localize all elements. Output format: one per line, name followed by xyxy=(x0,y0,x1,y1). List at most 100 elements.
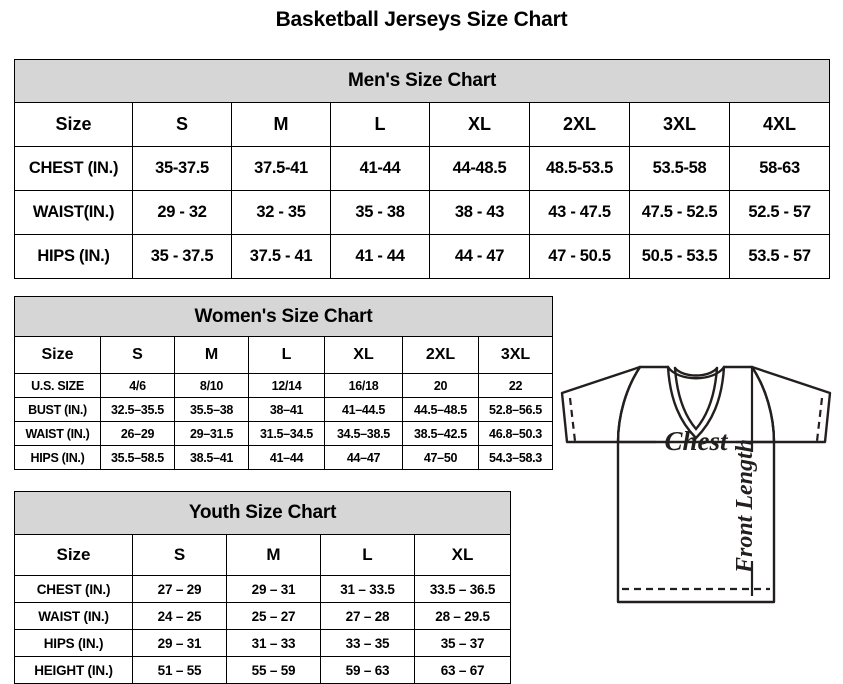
vneck-inner-line-1 xyxy=(673,366,719,431)
mens-cell: 37.5-41 xyxy=(231,146,331,191)
womens-row-label: WAIST (IN.) xyxy=(14,421,101,446)
womens-cell: 47–50 xyxy=(402,445,479,470)
youth-cell: 31 – 33.5 xyxy=(320,575,415,603)
womens-cell: 12/14 xyxy=(248,373,325,398)
womens-cell: 41–44.5 xyxy=(324,397,403,422)
mens-row-label: HIPS (IN.) xyxy=(14,234,133,279)
womens-cell: 41–44 xyxy=(248,445,325,470)
womens-cell: 16/18 xyxy=(324,373,403,398)
left-sleeve-shape xyxy=(560,365,642,444)
womens-row-label: U.S. SIZE xyxy=(14,373,101,398)
youth-band-title: Youth Size Chart xyxy=(13,491,512,535)
youth-cell: 29 – 31 xyxy=(226,575,321,603)
womens-band-row: Women's Size Chart xyxy=(13,296,554,337)
womens-row-label: BUST (IN.) xyxy=(14,397,101,422)
mens-cell: 41 - 44 xyxy=(330,234,430,279)
youth-header-cell: XL xyxy=(413,534,512,576)
table-row: WAIST(IN.) 29 - 32 32 - 35 35 - 38 38 - … xyxy=(14,190,831,235)
womens-cell: 54.3–58.3 xyxy=(477,445,554,470)
table-row: U.S. SIZE 4/6 8/10 12/14 16/18 20 22 xyxy=(14,373,554,398)
youth-cell: 24 – 25 xyxy=(132,602,227,630)
womens-cell: 32.5–35.5 xyxy=(100,397,175,422)
mens-cell: 53.5 - 57 xyxy=(728,234,831,279)
womens-header-cell: S xyxy=(100,336,175,374)
table-row: HIPS (IN.) 35.5–58.5 38.5–41 41–44 44–47… xyxy=(14,445,554,470)
mens-cell: 44 - 47 xyxy=(429,234,530,279)
mens-header-cell: 3XL xyxy=(629,102,730,147)
mens-cell: 38 - 43 xyxy=(429,190,530,235)
mens-header-cell: Size xyxy=(14,102,133,147)
youth-cell: 35 – 37 xyxy=(413,629,512,657)
mens-cell: 41-44 xyxy=(330,146,430,191)
left-sleeve-seam xyxy=(616,365,642,444)
youth-cell: 63 – 67 xyxy=(413,656,512,684)
mens-cell: 44-48.5 xyxy=(429,146,530,191)
mens-header-row: Size S M L XL 2XL 3XL 4XL xyxy=(14,102,831,147)
table-row: WAIST (IN.) 24 – 25 25 – 27 27 – 28 28 –… xyxy=(14,602,512,630)
womens-cell: 35.5–38 xyxy=(174,397,249,422)
mens-cell: 47 - 50.5 xyxy=(529,234,630,279)
youth-cell: 25 – 27 xyxy=(226,602,321,630)
youth-header-row: Size S M L XL xyxy=(14,534,512,576)
womens-header-cell: M xyxy=(174,336,249,374)
mens-cell: 35 - 37.5 xyxy=(132,234,232,279)
womens-header-cell: L xyxy=(248,336,325,374)
mens-cell: 53.5-58 xyxy=(629,146,730,191)
mens-header-cell: M xyxy=(231,102,331,147)
youth-header-cell: M xyxy=(226,534,321,576)
womens-cell: 31.5–34.5 xyxy=(248,421,325,446)
mens-header-cell: XL xyxy=(429,102,530,147)
vneck-outer-line xyxy=(666,365,726,440)
youth-cell: 55 – 59 xyxy=(226,656,321,684)
mens-cell: 48.5-53.5 xyxy=(529,146,630,191)
womens-header-cell: Size xyxy=(14,336,101,374)
mens-band-title: Men's Size Chart xyxy=(13,59,831,103)
youth-row-label: HIPS (IN.) xyxy=(14,629,133,657)
mens-cell: 35 - 38 xyxy=(330,190,430,235)
youth-cell: 51 – 55 xyxy=(132,656,227,684)
youth-cell: 31 – 33 xyxy=(226,629,321,657)
front-length-measure-label: Front Length xyxy=(732,439,758,574)
mens-cell: 35-37.5 xyxy=(132,146,232,191)
womens-size-chart-table: Women's Size Chart Size S M L XL 2XL 3XL… xyxy=(13,296,554,470)
youth-cell: 27 – 29 xyxy=(132,575,227,603)
womens-header-row: Size S M L XL 2XL 3XL xyxy=(14,336,554,374)
mens-cell: 50.5 - 53.5 xyxy=(629,234,730,279)
womens-cell: 44–47 xyxy=(324,445,403,470)
mens-cell: 43 - 47.5 xyxy=(529,190,630,235)
womens-cell: 35.5–58.5 xyxy=(100,445,175,470)
youth-row-label: HEIGHT (IN.) xyxy=(14,656,133,684)
youth-cell: 29 – 31 xyxy=(132,629,227,657)
mens-size-chart-table: Men's Size Chart Size S M L XL 2XL 3XL 4… xyxy=(13,59,831,279)
table-row: HIPS (IN.) 35 - 37.5 37.5 - 41 41 - 44 4… xyxy=(14,234,831,279)
youth-size-chart-table: Youth Size Chart Size S M L XL CHEST (IN… xyxy=(13,491,512,684)
womens-cell: 34.5–38.5 xyxy=(324,421,403,446)
mens-row-label: WAIST(IN.) xyxy=(14,190,133,235)
womens-header-cell: XL xyxy=(324,336,403,374)
womens-cell: 44.5–48.5 xyxy=(402,397,479,422)
youth-cell: 33 – 35 xyxy=(320,629,415,657)
womens-cell: 46.8–50.3 xyxy=(477,421,554,446)
mens-cell: 47.5 - 52.5 xyxy=(629,190,730,235)
mens-header-cell: S xyxy=(132,102,232,147)
womens-cell: 29–31.5 xyxy=(174,421,249,446)
womens-header-cell: 2XL xyxy=(402,336,479,374)
page-title: Basketball Jerseys Size Chart xyxy=(275,8,568,31)
mens-cell: 58-63 xyxy=(728,146,831,191)
youth-row-label: CHEST (IN.) xyxy=(14,575,133,603)
mens-cell: 29 - 32 xyxy=(132,190,232,235)
mens-cell: 37.5 - 41 xyxy=(231,234,331,279)
youth-cell: 59 – 63 xyxy=(320,656,415,684)
collar-arc-inner xyxy=(673,366,719,377)
womens-cell: 52.8–56.5 xyxy=(477,397,554,422)
right-sleeve-seam xyxy=(750,365,776,444)
womens-cell: 8/10 xyxy=(174,373,249,398)
womens-band-title: Women's Size Chart xyxy=(13,296,554,337)
mens-cell: 32 - 35 xyxy=(231,190,331,235)
womens-cell: 20 xyxy=(402,373,479,398)
youth-header-cell: Size xyxy=(14,534,133,576)
mens-cell: 52.5 - 57 xyxy=(728,190,831,235)
womens-header-cell: 3XL xyxy=(477,336,554,374)
womens-cell: 38.5–41 xyxy=(174,445,249,470)
womens-cell: 4/6 xyxy=(100,373,175,398)
